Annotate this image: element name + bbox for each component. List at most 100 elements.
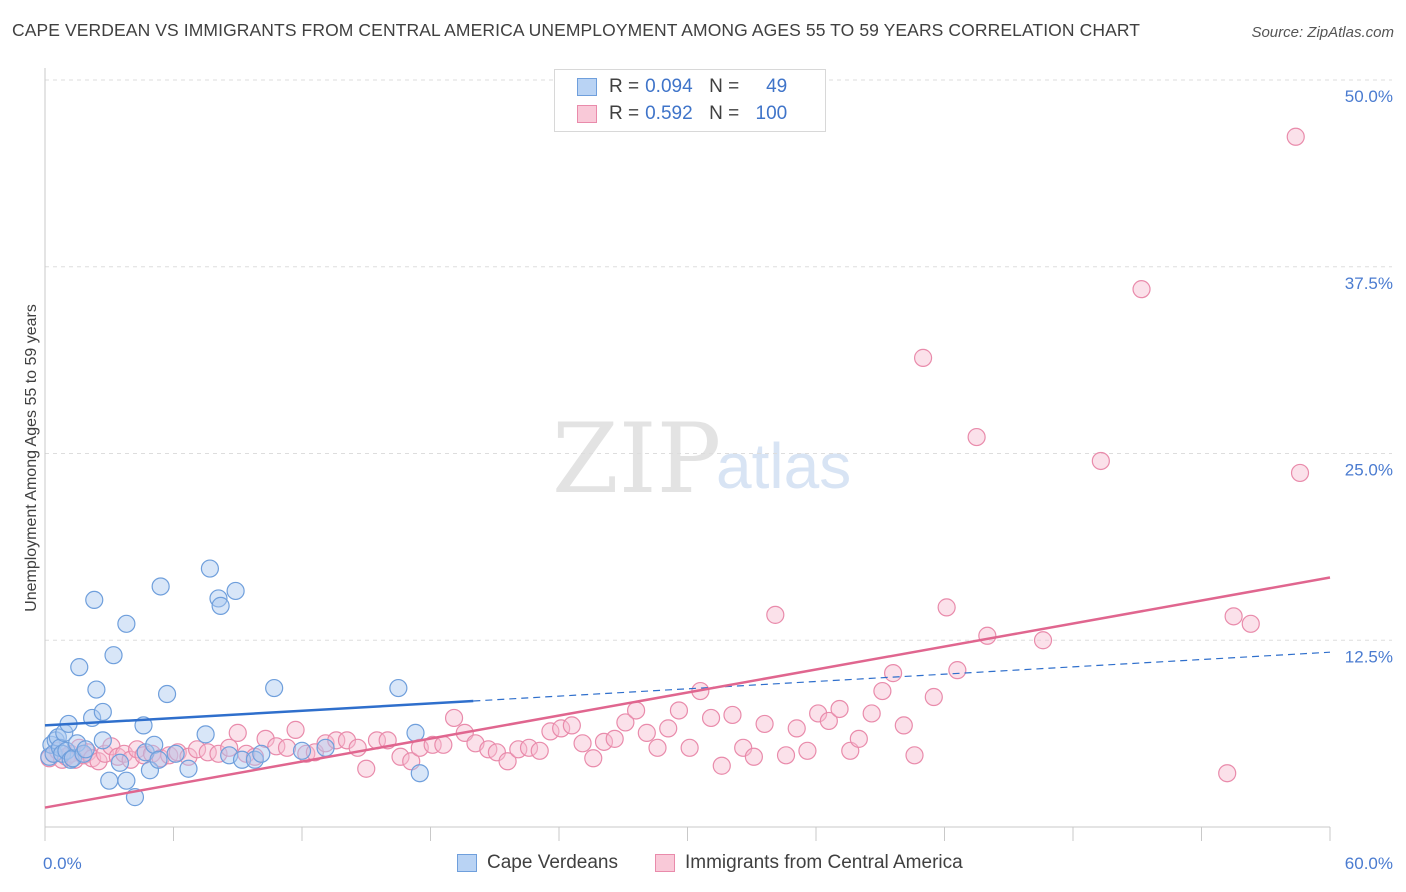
legend-n-label: N =	[709, 76, 740, 97]
data-point	[1241, 614, 1260, 633]
data-point	[157, 684, 177, 704]
data-point	[87, 680, 106, 699]
data-point	[680, 738, 699, 757]
data-point	[849, 729, 868, 748]
data-point	[211, 596, 230, 615]
data-point	[755, 714, 774, 734]
data-point	[616, 713, 635, 732]
data-point	[110, 753, 130, 772]
data-point	[948, 661, 967, 680]
data-point	[626, 701, 646, 720]
data-point	[337, 731, 357, 750]
data-point	[776, 746, 796, 765]
data-point	[883, 664, 903, 683]
data-point	[637, 723, 656, 742]
data-point	[1286, 127, 1305, 146]
legend-r-value: 0.592	[645, 103, 693, 124]
data-point	[117, 614, 136, 633]
data-point	[85, 590, 104, 610]
watermark-zip: ZIP	[552, 403, 721, 515]
data-point	[659, 719, 678, 738]
data-point	[434, 735, 453, 754]
data-point	[89, 752, 108, 771]
watermark: ZIP atlas	[552, 403, 851, 515]
data-point	[594, 732, 614, 751]
data-point	[723, 705, 742, 725]
legend-n-label: N =	[709, 103, 740, 124]
data-point	[292, 741, 312, 760]
data-point	[1091, 451, 1110, 471]
data-point	[1224, 607, 1243, 626]
legend-swatch-pink	[577, 105, 597, 123]
data-point	[937, 598, 956, 617]
data-point	[809, 704, 828, 723]
bottom-legend-cape-verdeans: Cape Verdeans	[457, 852, 618, 874]
data-point	[530, 741, 549, 760]
data-point	[327, 731, 346, 750]
data-point	[744, 747, 763, 766]
data-point	[1132, 280, 1151, 299]
data-point	[766, 605, 785, 624]
data-point	[70, 658, 89, 677]
data-point	[541, 722, 560, 741]
legend-row-cape-verdeans: R = 0.094 N = 49	[577, 75, 787, 99]
data-point	[145, 735, 164, 754]
data-point	[220, 738, 239, 757]
data-point	[100, 771, 119, 790]
x-tick-label-min: 0.0%	[43, 854, 82, 873]
data-point	[117, 771, 136, 790]
legend-row-central-america: R = 0.592 N = 100	[577, 102, 787, 126]
data-point	[179, 759, 198, 778]
data-point	[228, 723, 247, 742]
chart-title: CAPE VERDEAN VS IMMIGRANTS FROM CENTRAL …	[12, 20, 1141, 40]
y-tick-label: 50.0%	[1345, 87, 1393, 106]
data-point	[57, 741, 76, 760]
data-point	[669, 701, 689, 720]
legend-swatch-blue	[577, 78, 597, 96]
data-point	[787, 719, 806, 738]
data-point	[798, 741, 817, 760]
legend-r-label: R =	[609, 76, 640, 97]
central-america-trend-line	[44, 576, 1331, 809]
data-point	[584, 749, 603, 768]
correlation-legend: R = 0.094 N = 49 R = 0.592 N = 100	[554, 69, 826, 132]
data-point	[498, 752, 517, 771]
data-point	[252, 744, 271, 763]
source-credit: Source: ZipAtlas.com	[1251, 24, 1394, 41]
legend-r-label: R =	[609, 103, 640, 124]
data-point	[265, 678, 284, 698]
data-point	[1033, 631, 1053, 650]
data-point	[104, 646, 123, 665]
data-point	[1218, 764, 1237, 783]
data-point	[410, 764, 429, 783]
bottom-legend-label: Immigrants from Central America	[685, 852, 963, 873]
data-point	[149, 750, 168, 769]
data-point	[552, 719, 571, 738]
y-tick-label: 37.5%	[1345, 274, 1393, 293]
data-point	[967, 427, 986, 447]
data-point	[76, 740, 95, 759]
y-tick-labels: 12.5% 25.0% 37.5% 50.0%	[1345, 87, 1393, 666]
cape-verdean-points	[40, 559, 429, 807]
data-point	[819, 711, 838, 731]
data-point	[226, 581, 245, 601]
y-tick-label: 25.0%	[1345, 461, 1393, 480]
data-point	[562, 716, 581, 735]
data-point	[712, 756, 731, 775]
watermark-atlas: atlas	[716, 430, 851, 502]
data-point	[196, 725, 215, 744]
data-point	[605, 729, 624, 748]
data-point	[357, 759, 376, 778]
bottom-legend-label: Cape Verdeans	[487, 852, 618, 873]
data-point	[573, 734, 592, 753]
data-point	[166, 744, 185, 763]
data-point	[200, 559, 220, 578]
legend-r-value: 0.094	[645, 76, 693, 97]
data-point	[93, 702, 112, 722]
data-point	[256, 729, 275, 748]
data-point	[648, 738, 667, 757]
data-point	[389, 678, 408, 698]
data-point	[519, 738, 539, 757]
data-point	[905, 746, 924, 765]
bottom-legend-swatch-pink	[655, 854, 675, 872]
